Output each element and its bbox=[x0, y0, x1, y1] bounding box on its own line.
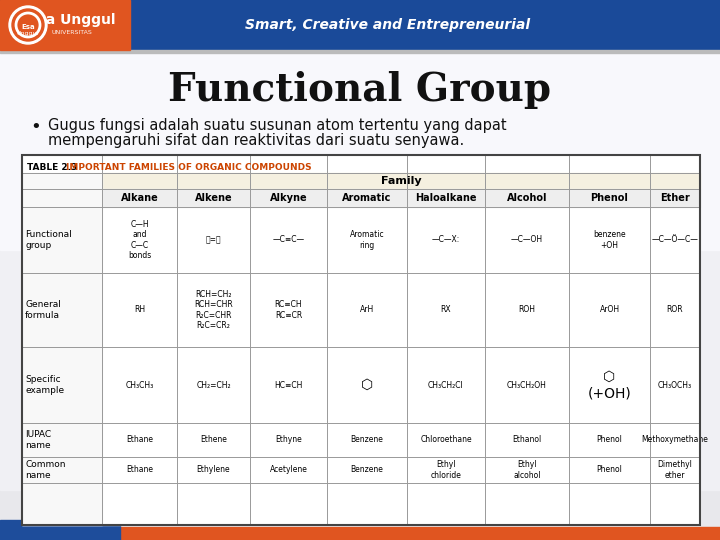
Text: Esa Unggul: Esa Unggul bbox=[28, 13, 116, 27]
Text: ArOH: ArOH bbox=[600, 306, 620, 314]
Text: Alkene: Alkene bbox=[194, 193, 233, 203]
Bar bbox=[102, 173, 700, 189]
Bar bbox=[0, 520, 120, 540]
Bar bbox=[22, 155, 700, 525]
Text: Phenol: Phenol bbox=[597, 465, 622, 475]
Bar bbox=[0, 50, 720, 490]
Text: Ethylene: Ethylene bbox=[197, 465, 230, 475]
Text: HC≡CH: HC≡CH bbox=[274, 381, 302, 389]
Text: CH₃OCH₃: CH₃OCH₃ bbox=[658, 381, 692, 389]
Text: •: • bbox=[30, 118, 41, 136]
Text: Ethane: Ethane bbox=[126, 435, 153, 444]
Text: Aromatic
ring: Aromatic ring bbox=[350, 230, 384, 249]
Text: RC≡CH
RC≡CR: RC≡CH RC≡CR bbox=[275, 300, 302, 320]
Bar bbox=[0, 50, 720, 53]
Text: Alkyne: Alkyne bbox=[270, 193, 307, 203]
Text: Aromatic: Aromatic bbox=[342, 193, 392, 203]
Bar bbox=[0, 50, 720, 250]
Text: IMPORTANT FAMILIES OF ORGANIC COMPOUNDS: IMPORTANT FAMILIES OF ORGANIC COMPOUNDS bbox=[66, 163, 312, 172]
Text: RH: RH bbox=[134, 306, 145, 314]
Text: Dimethyl
ether: Dimethyl ether bbox=[657, 460, 693, 480]
Text: Specific
example: Specific example bbox=[25, 375, 64, 395]
Text: mempengaruhi sifat dan reaktivitas dari suatu senyawa.: mempengaruhi sifat dan reaktivitas dari … bbox=[48, 133, 464, 148]
Text: Gugus fungsi adalah suatu susunan atom tertentu yang dapat: Gugus fungsi adalah suatu susunan atom t… bbox=[48, 118, 507, 133]
Text: General
formula: General formula bbox=[25, 300, 61, 320]
Text: ⬡: ⬡ bbox=[361, 378, 373, 392]
Text: Ethyl
alcohol: Ethyl alcohol bbox=[513, 460, 541, 480]
Text: RCH=CH₂
RCH=CHR
R₂C=CHR
R₂C=CR₂: RCH=CH₂ RCH=CHR R₂C=CHR R₂C=CR₂ bbox=[194, 290, 233, 330]
Text: Ethanol: Ethanol bbox=[513, 435, 541, 444]
Text: Benzene: Benzene bbox=[351, 435, 384, 444]
Text: Alcohol: Alcohol bbox=[507, 193, 547, 203]
Text: benzene
+OH: benzene +OH bbox=[593, 230, 626, 249]
Text: Methoxymethane: Methoxymethane bbox=[642, 435, 708, 444]
Text: Ethyne: Ethyne bbox=[275, 435, 302, 444]
Text: Smart, Creative and Entrepreneurial: Smart, Creative and Entrepreneurial bbox=[245, 18, 530, 32]
Bar bbox=[102, 189, 700, 207]
Text: Chloroethane: Chloroethane bbox=[420, 435, 472, 444]
Text: TABLE 2.3: TABLE 2.3 bbox=[27, 163, 81, 172]
Text: CH₃CH₃: CH₃CH₃ bbox=[125, 381, 153, 389]
Bar bbox=[0, 0, 720, 50]
Bar bbox=[130, 0, 720, 50]
Text: C—H
and
C—C
bonds: C—H and C—C bonds bbox=[128, 220, 151, 260]
Text: CH₃CH₂OH: CH₃CH₂OH bbox=[507, 381, 547, 389]
Text: Phenol: Phenol bbox=[590, 193, 629, 203]
Text: Phenol: Phenol bbox=[597, 435, 622, 444]
Text: CH₂=CH₂: CH₂=CH₂ bbox=[196, 381, 231, 389]
Text: Haloalkane: Haloalkane bbox=[415, 193, 477, 203]
Text: Esa: Esa bbox=[21, 24, 35, 30]
Bar bbox=[0, 0, 130, 50]
Text: Acetylene: Acetylene bbox=[269, 465, 307, 475]
Text: ROH: ROH bbox=[518, 306, 536, 314]
Text: Alkane: Alkane bbox=[121, 193, 158, 203]
Text: Ethene: Ethene bbox=[200, 435, 227, 444]
Text: Unggul: Unggul bbox=[17, 30, 39, 36]
Text: —C≡C—: —C≡C— bbox=[272, 235, 305, 245]
Text: Common
name: Common name bbox=[25, 460, 66, 480]
Circle shape bbox=[9, 6, 47, 44]
Text: ArH: ArH bbox=[360, 306, 374, 314]
Text: Ethane: Ethane bbox=[126, 465, 153, 475]
Text: Functional
group: Functional group bbox=[25, 230, 72, 249]
Text: —C—X:: —C—X: bbox=[432, 235, 460, 245]
Text: —C—Ö—C—: —C—Ö—C— bbox=[652, 235, 698, 245]
Text: Ether: Ether bbox=[660, 193, 690, 203]
Text: CH₃CH₂Cl: CH₃CH₂Cl bbox=[428, 381, 464, 389]
Text: Ethyl
chloride: Ethyl chloride bbox=[431, 460, 462, 480]
Bar bbox=[22, 173, 102, 525]
Text: Benzene: Benzene bbox=[351, 465, 384, 475]
Bar bbox=[22, 155, 700, 525]
Text: RX: RX bbox=[441, 306, 451, 314]
Text: Family: Family bbox=[381, 176, 421, 186]
Text: Functional Group: Functional Group bbox=[168, 71, 552, 109]
Text: UNIVERSITAS: UNIVERSITAS bbox=[52, 30, 92, 35]
Text: ROR: ROR bbox=[667, 306, 683, 314]
Circle shape bbox=[12, 9, 44, 41]
Text: IUPAC
name: IUPAC name bbox=[25, 430, 51, 450]
Text: ⬡
(+OH): ⬡ (+OH) bbox=[588, 370, 631, 400]
Bar bbox=[0, 527, 720, 540]
Text: —C—OH: —C—OH bbox=[511, 235, 543, 245]
Text: ⌒=⌒: ⌒=⌒ bbox=[206, 235, 221, 245]
